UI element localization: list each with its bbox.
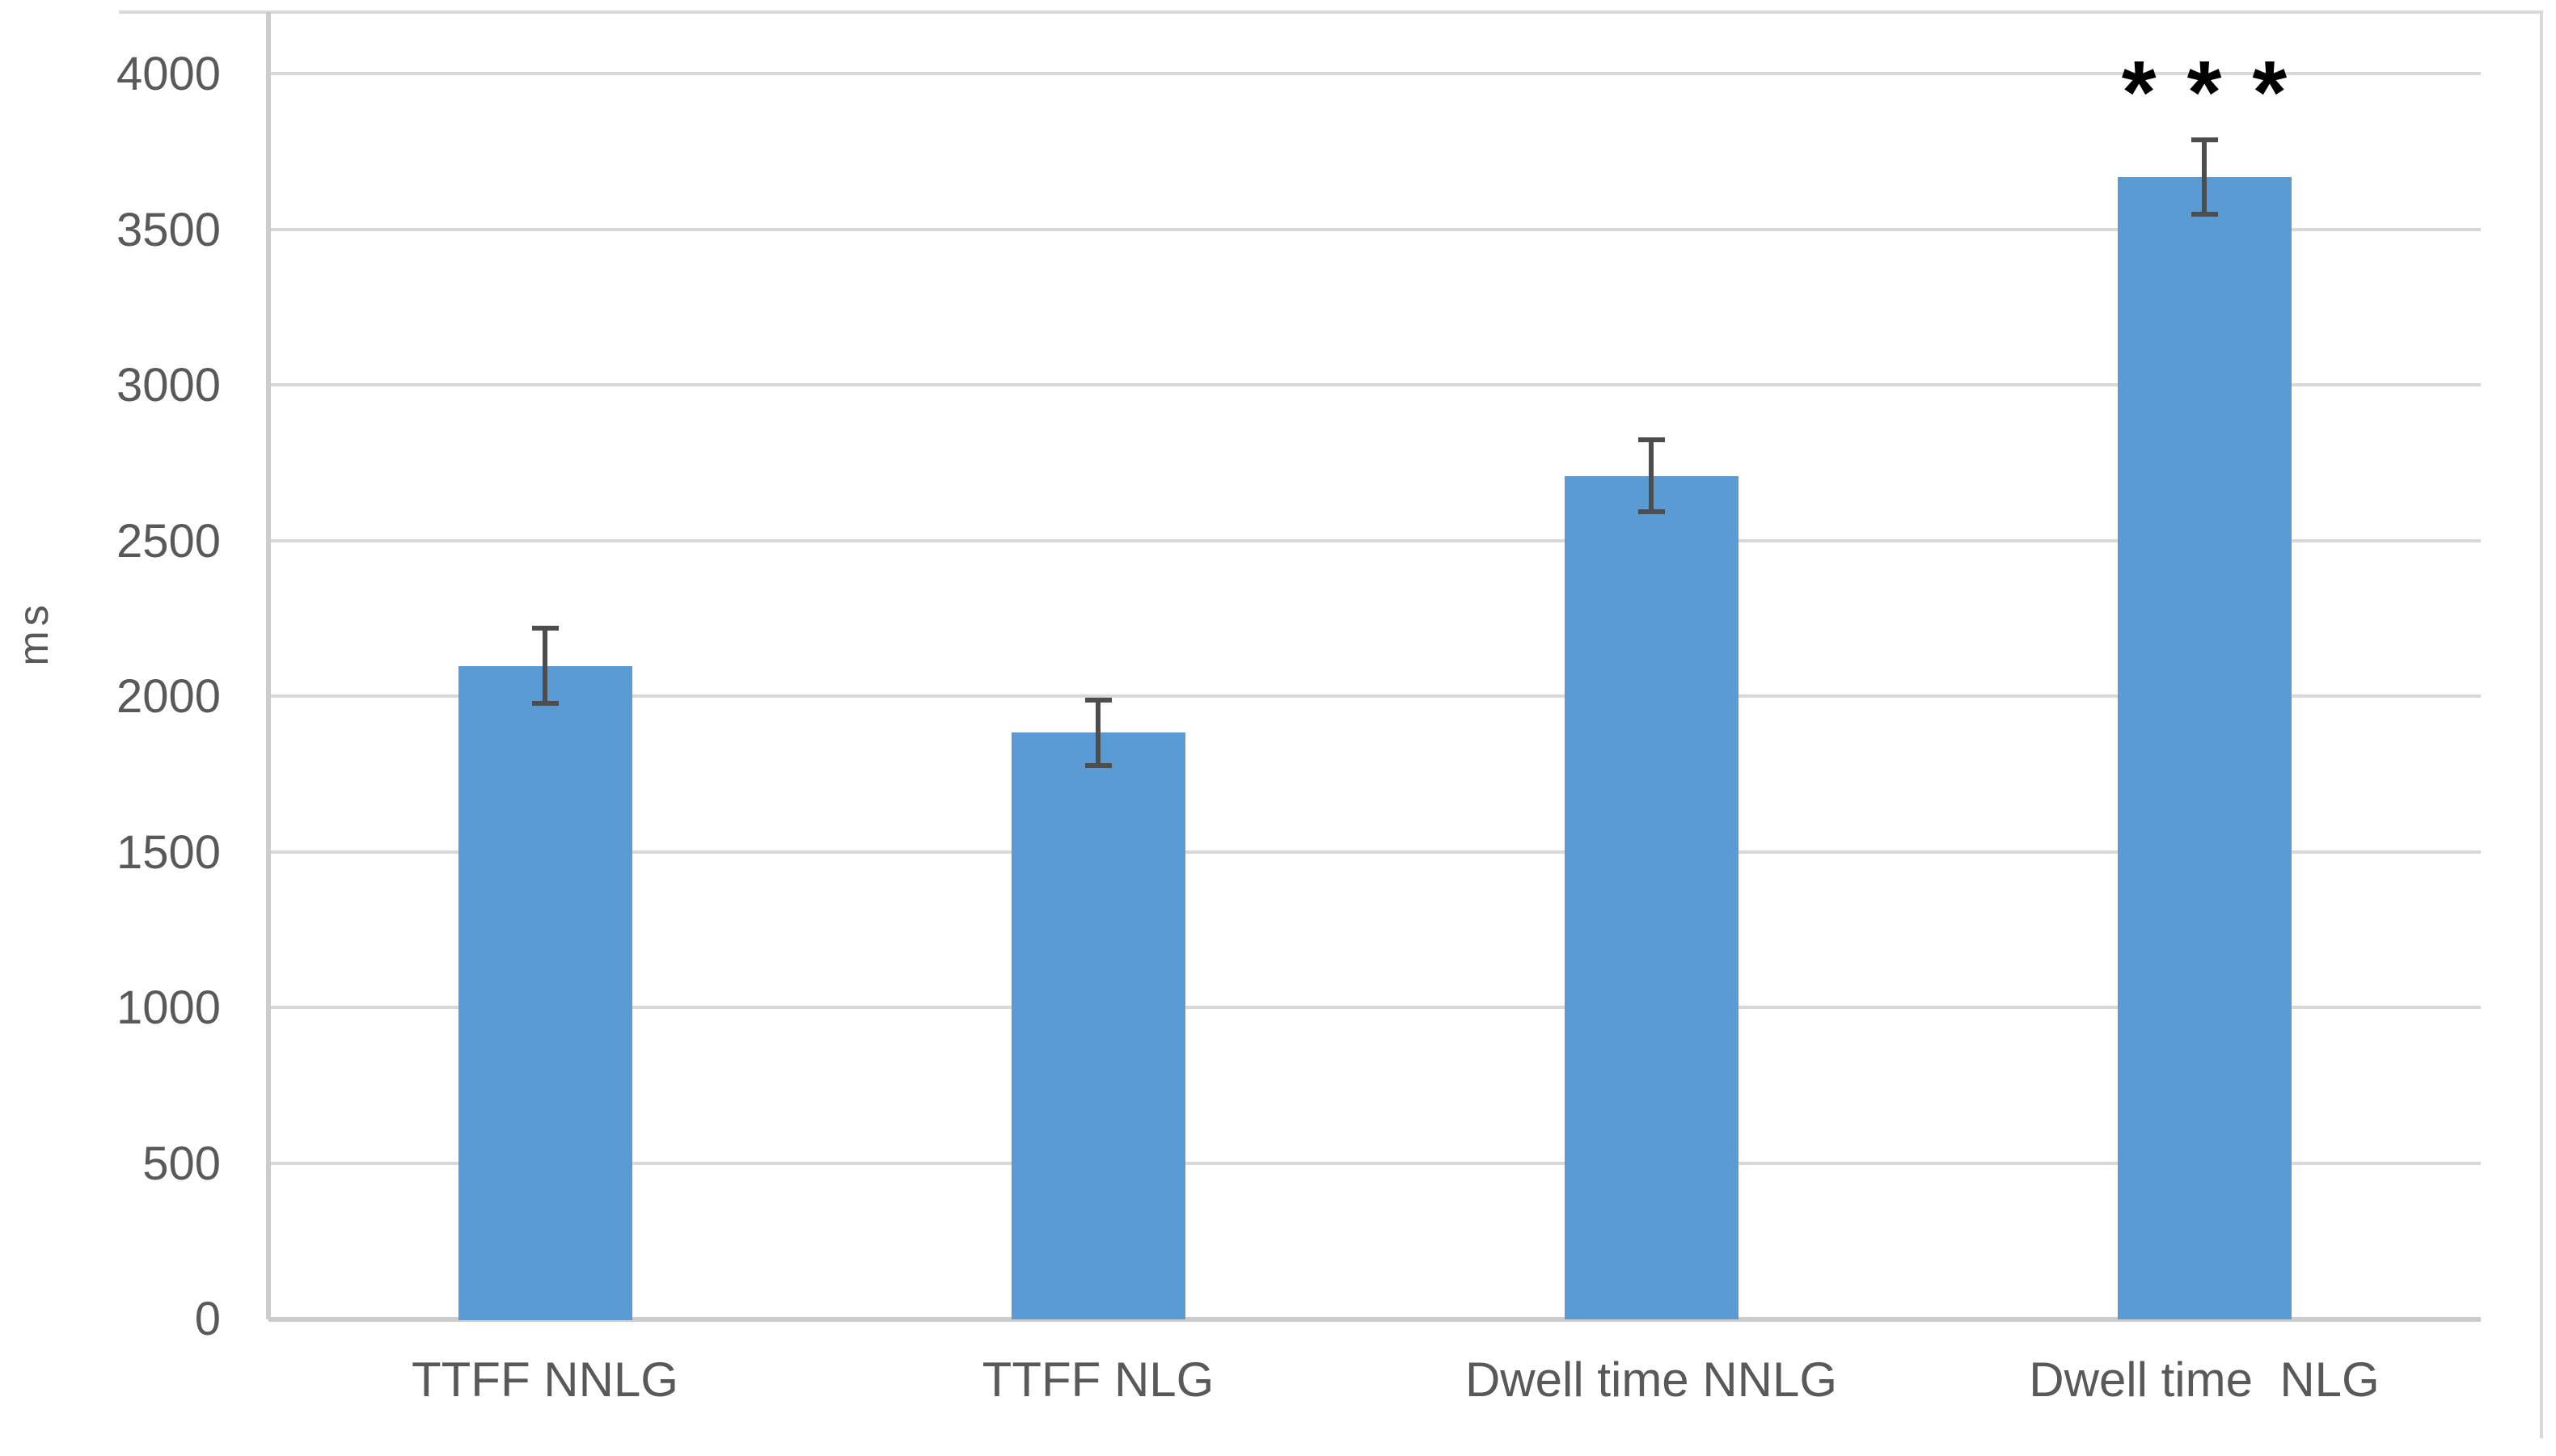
error-bar-ttff-nlg <box>1096 700 1101 766</box>
error-bar-cap-bottom-ttff-nnlg <box>532 701 559 706</box>
y-tick-label: 2000 <box>116 670 221 723</box>
y-tick-label: 500 <box>142 1137 221 1190</box>
gridline-1500 <box>268 850 2481 854</box>
error-bar-cap-top-ttff-nnlg <box>532 626 559 631</box>
y-tick-label: 1000 <box>116 981 221 1034</box>
error-bar-cap-top-ttff-nlg <box>1085 698 1112 703</box>
bar-dwell-time-nnlg <box>1565 476 1739 1319</box>
y-tick-label: 4000 <box>116 48 221 100</box>
bar-ttff-nlg <box>1012 732 1185 1319</box>
bar-ttff-nnlg <box>458 666 632 1320</box>
error-bar-cap-bottom-dwell-time-nnlg <box>1638 509 1665 514</box>
gridline-3000 <box>268 383 2481 386</box>
gridline-2500 <box>268 539 2481 542</box>
gridline-500 <box>268 1162 2481 1165</box>
error-bar-ttff-nnlg <box>543 628 547 703</box>
y-tick-label: 3000 <box>116 359 221 411</box>
x-category-label-dwell-time-nlg: Dwell time NLG <box>2029 1353 2380 1407</box>
x-category-label-dwell-time-nnlg: Dwell time NNLG <box>1464 1353 1838 1407</box>
error-bar-cap-bottom-dwell-time-nlg <box>2191 212 2218 217</box>
y-tick-label: 1500 <box>116 826 221 879</box>
error-bar-dwell-time-nlg <box>2202 140 2207 214</box>
significance-annotation: *** <box>2121 43 2318 142</box>
x-axis-line <box>268 1317 2481 1322</box>
gridline-1000 <box>268 1006 2481 1009</box>
error-bar-cap-top-dwell-time-nnlg <box>1638 437 1665 442</box>
y-tick-label: 2500 <box>116 515 221 568</box>
error-bar-cap-top-dwell-time-nlg <box>2191 137 2218 142</box>
y-axis-line <box>266 12 271 1319</box>
error-bar-cap-bottom-ttff-nlg <box>1085 763 1112 768</box>
y-axis-title: ms <box>11 600 57 666</box>
chart-border <box>119 11 2543 1438</box>
y-tick-label: 0 <box>194 1293 221 1345</box>
gridline-4000 <box>268 72 2481 75</box>
bar-dwell-time-nlg <box>2118 177 2292 1319</box>
y-tick-label: 3500 <box>116 204 221 256</box>
gridline-2000 <box>268 694 2481 698</box>
error-bar-dwell-time-nnlg <box>1649 440 1654 512</box>
gridline-3500 <box>268 228 2481 231</box>
x-category-label-ttff-nnlg: TTFF NNLG <box>412 1353 678 1407</box>
x-category-label-ttff-nlg: TTFF NLG <box>982 1353 1215 1407</box>
